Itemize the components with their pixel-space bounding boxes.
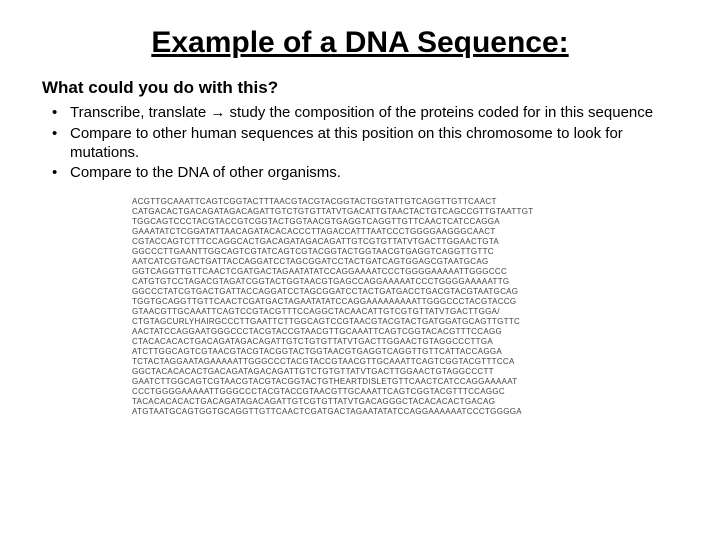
sequence-line: CATGACACTGACAGATAGACAGATTGTCTGTGTTATVTGA… [132, 207, 618, 217]
arrow-icon: → [210, 104, 225, 121]
bullet-list: Transcribe, translate → study the compos… [42, 104, 678, 183]
sequence-line: ACGTTGCAAATTCAGTCGGTACTTTAACGTACGTACGGTA… [132, 197, 618, 207]
sequence-container: ACGTTGCAAATTCAGTCGGTACTTTAACGTACGTACGGTA… [42, 197, 678, 417]
sequence-line: TCTACTAGGAATAGAAAAATTGGGCCCTACGTACCGTAAC… [132, 357, 618, 367]
sequence-line: TGGTGCAGGTTGTTCAACTCGATGACTAGAATATATCCAG… [132, 297, 618, 307]
sequence-line: AACTATCCAGGAATGGGCCCTACGTACCGTAACGTTGCAA… [132, 327, 618, 337]
dna-sequence: ACGTTGCAAATTCAGTCGGTACTTTAACGTACGTACGGTA… [132, 197, 618, 417]
sequence-line: GGCTACACACACTGACAGATAGACAGATTGTCTGTGTTAT… [132, 367, 618, 377]
slide-content: Example of a DNA Sequence: What could yo… [0, 0, 720, 417]
sequence-line: GAAATATCTCGGATATTAACAGATACACACCCTTAGACCA… [132, 227, 618, 237]
sequence-line: CCCTGGGGAAAAATTGGGCCCTACGTACCGTAACGTTGCA… [132, 387, 618, 397]
sequence-line: ATGTAATGCAGTGGTGCAGGTTGTTCAACTCGATGACTAG… [132, 407, 618, 417]
sequence-line: CTACACACACTGACAGATAGACAGATTGTCTGTGTTATVT… [132, 337, 618, 347]
sequence-line: CTGTAGCURLYHAIRGCCCTTGAATTCTTGGCAGTCCGTA… [132, 317, 618, 327]
bullet-text-part: study the composition of the proteins co… [225, 104, 653, 121]
sequence-line: CGTACCAGTCTTTCCAGGCACTGACAGATAGACAGATTGT… [132, 237, 618, 247]
page-title: Example of a DNA Sequence: [42, 26, 678, 60]
sequence-line: GAATCTTGGCAGTCGTAACGTACGTACGGTACTGTHEART… [132, 377, 618, 387]
sequence-line: AATCATCGTGACTGATTACCAGGATCCTAGCGGATCCTAC… [132, 257, 618, 267]
bullet-item: Compare to other human sequences at this… [48, 125, 678, 163]
subheading: What could you do with this? [42, 78, 678, 98]
sequence-line: ATCTTGGCAGTCGTAACGTACGTACGGTACTGGTAACGTG… [132, 347, 618, 357]
bullet-text-part: Transcribe, translate [70, 104, 210, 121]
sequence-line: TACACACACACTGACAGATAGACAGATTGTCGTGTTATVT… [132, 397, 618, 407]
sequence-line: GTAACGTTGCAAATTCAGTCCGTACGTTTCCAGGCTACAA… [132, 307, 618, 317]
sequence-line: GGCCCTATCGTGACTGATTACCAGGATCCTAGCGGATCCT… [132, 287, 618, 297]
sequence-line: GGCCCTTGAANTTGGCAGTCGTATCAGTCGTACGGTACTG… [132, 247, 618, 257]
bullet-item: Transcribe, translate → study the compos… [48, 104, 678, 123]
sequence-line: CATGTGTCCTAGACGTAGATCGGTACTGGTAACGTGAGCC… [132, 277, 618, 287]
sequence-line: TGGCAGTCCCTACGTACCGTCGGTACTGGTAACGTGAGGT… [132, 217, 618, 227]
sequence-line: GGTCAGGTTGTTCAACTCGATGACTAGAATATATCCAGGA… [132, 267, 618, 277]
bullet-item: Compare to the DNA of other organisms. [48, 164, 678, 183]
